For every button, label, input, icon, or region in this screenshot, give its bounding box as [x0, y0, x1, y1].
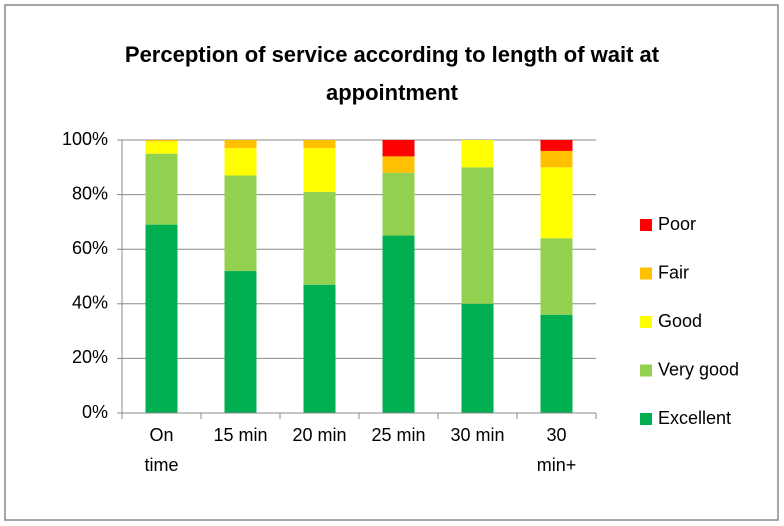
legend-swatch: [640, 413, 652, 425]
bar-segment: [461, 167, 494, 304]
legend-swatch: [640, 219, 652, 231]
bar-segment: [145, 224, 178, 413]
bar-segment: [224, 148, 257, 176]
legend-swatch: [640, 267, 652, 280]
legend-label: Fair: [658, 262, 689, 282]
bar-segment: [145, 153, 178, 225]
legend-label: Poor: [658, 214, 696, 234]
x-tick-label: 15 min: [213, 425, 268, 445]
bar-segment: [382, 235, 415, 413]
bar-segment: [461, 303, 494, 413]
x-tick-label: On time: [144, 425, 179, 475]
bar-segment: [461, 140, 494, 168]
bar-segment: [540, 314, 573, 413]
x-tick-label: 30 min: [450, 425, 505, 445]
bar-segment: [540, 167, 573, 239]
y-tick-label: 100%: [62, 129, 108, 149]
legend-label: Good: [658, 311, 702, 331]
y-tick-label: 80%: [72, 183, 108, 203]
y-tick-label: 20%: [72, 347, 108, 367]
bar-segment: [224, 175, 257, 272]
bar-segment: [303, 191, 336, 285]
legend-label: Excellent: [658, 408, 731, 428]
bar-segment: [382, 156, 415, 173]
y-tick-label: 60%: [72, 238, 108, 258]
bar-segment: [303, 140, 336, 149]
y-tick-label: 40%: [72, 293, 108, 313]
bar-segment: [224, 271, 257, 413]
bar-segment: [540, 238, 573, 315]
legend-swatch: [640, 364, 652, 377]
bar-segment: [145, 141, 178, 154]
x-tick-label: 20 min: [292, 425, 347, 445]
bar-segment: [540, 140, 573, 151]
bar-segment: [382, 172, 415, 236]
bar-segment: [303, 148, 336, 192]
bar-segment: [382, 140, 415, 157]
legend-label: Very good: [658, 359, 739, 379]
y-tick-label: 0%: [82, 402, 108, 422]
x-tick-label: 25 min: [371, 425, 426, 445]
bar-segment: [145, 140, 178, 142]
bar-segment: [303, 284, 336, 413]
legend-swatch: [640, 316, 652, 328]
bar-segment: [540, 150, 573, 168]
bar-segment: [224, 140, 257, 149]
chart-title: Perception of service according to lengt…: [124, 42, 660, 105]
x-tick-label: 30 min+: [536, 425, 577, 475]
